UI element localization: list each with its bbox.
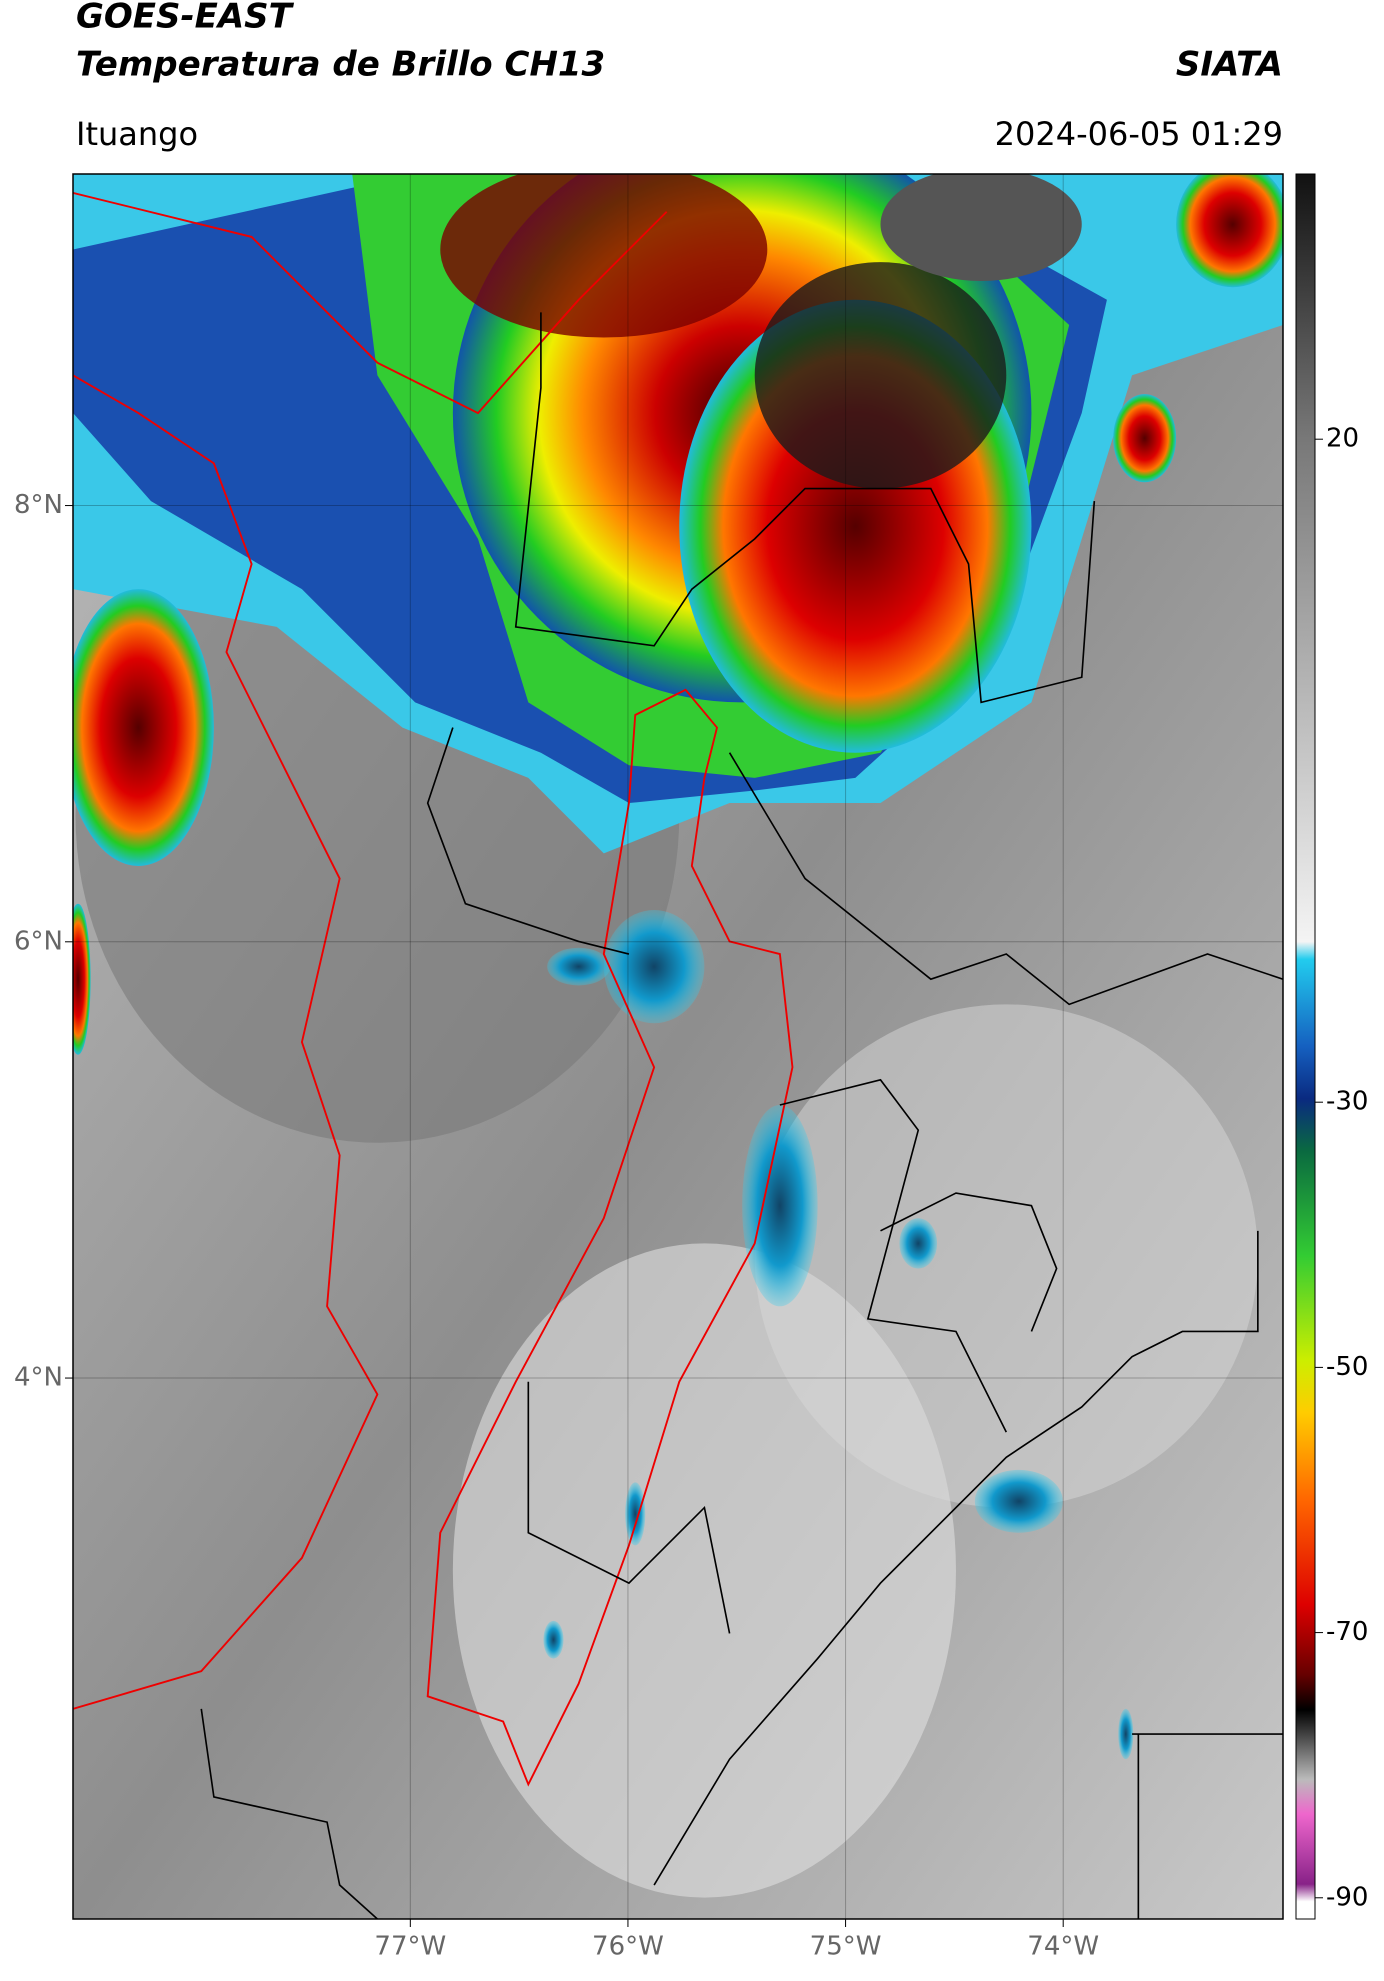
colorbar-label: -30 [1326, 1087, 1368, 1117]
map-image [73, 174, 1283, 1919]
lat-label: 6°N [14, 926, 63, 956]
location: Ituango [76, 115, 198, 153]
product: Temperatura de Brillo CH13 [76, 45, 605, 85]
datetime: 2024-06-05 01:29 [995, 115, 1283, 153]
colorbar-label: -90 [1326, 1882, 1368, 1912]
lat-label: 8°N [14, 490, 63, 520]
organization: SIATA [1176, 45, 1283, 85]
lon-label: 77°W [374, 1932, 446, 1962]
lon-label: 76°W [592, 1932, 664, 1962]
lon-label: 74°W [1027, 1932, 1099, 1962]
colorbar-label: -50 [1326, 1352, 1368, 1382]
axes: 8°N 6°N 4°N 77°W 76°W 75°W 74°W 20 -30 -50 -70 -90 [14, 174, 1368, 1962]
map-frame [72, 173, 1284, 1920]
colorbar-label: -70 [1326, 1617, 1368, 1647]
lon-label: 75°W [810, 1932, 882, 1962]
lat-label: 4°N [14, 1363, 63, 1393]
colorbar [1295, 173, 1316, 1920]
source: GOES-EAST [76, 0, 295, 37]
colorbar-label: 20 [1326, 424, 1359, 454]
